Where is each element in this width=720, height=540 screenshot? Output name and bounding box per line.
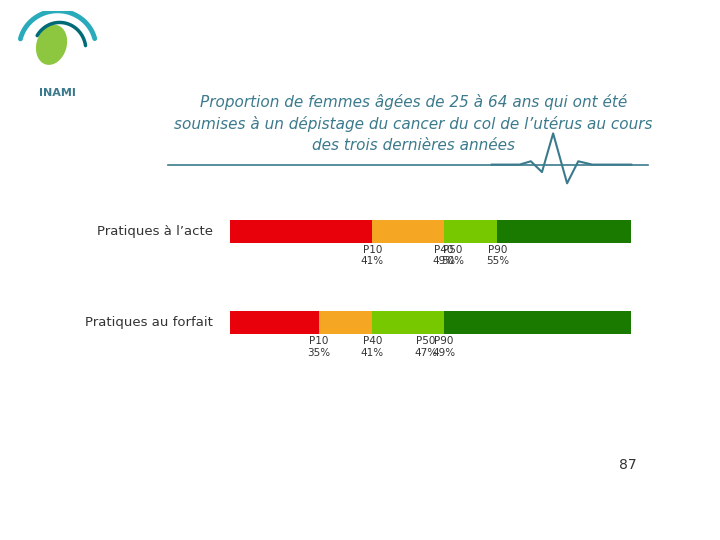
Text: Pratiques au forfait: Pratiques au forfait — [85, 316, 213, 329]
Text: P50
50%: P50 50% — [441, 245, 464, 266]
Text: Pratiques à l’acte: Pratiques à l’acte — [96, 225, 213, 238]
Bar — [319, 311, 372, 334]
Text: Proportion de femmes âgées de 25 à 64 ans qui ont été
soumises à un dépistage du: Proportion de femmes âgées de 25 à 64 an… — [174, 94, 653, 153]
Text: P90
55%: P90 55% — [486, 245, 509, 266]
Bar — [230, 220, 372, 242]
Bar — [444, 311, 631, 334]
Bar — [498, 220, 631, 242]
Text: P40
49%: P40 49% — [432, 245, 455, 266]
Text: P40
41%: P40 41% — [361, 336, 384, 357]
Bar — [372, 220, 444, 242]
Ellipse shape — [36, 25, 67, 65]
Bar — [372, 311, 444, 334]
Bar — [444, 220, 498, 242]
Text: P50
47%: P50 47% — [414, 336, 438, 357]
Bar — [230, 311, 319, 334]
Text: P10
41%: P10 41% — [361, 245, 384, 266]
Text: 87: 87 — [619, 458, 637, 472]
Text: INAMI: INAMI — [39, 88, 76, 98]
Text: P90
49%: P90 49% — [432, 336, 455, 357]
Text: P10
35%: P10 35% — [307, 336, 330, 357]
